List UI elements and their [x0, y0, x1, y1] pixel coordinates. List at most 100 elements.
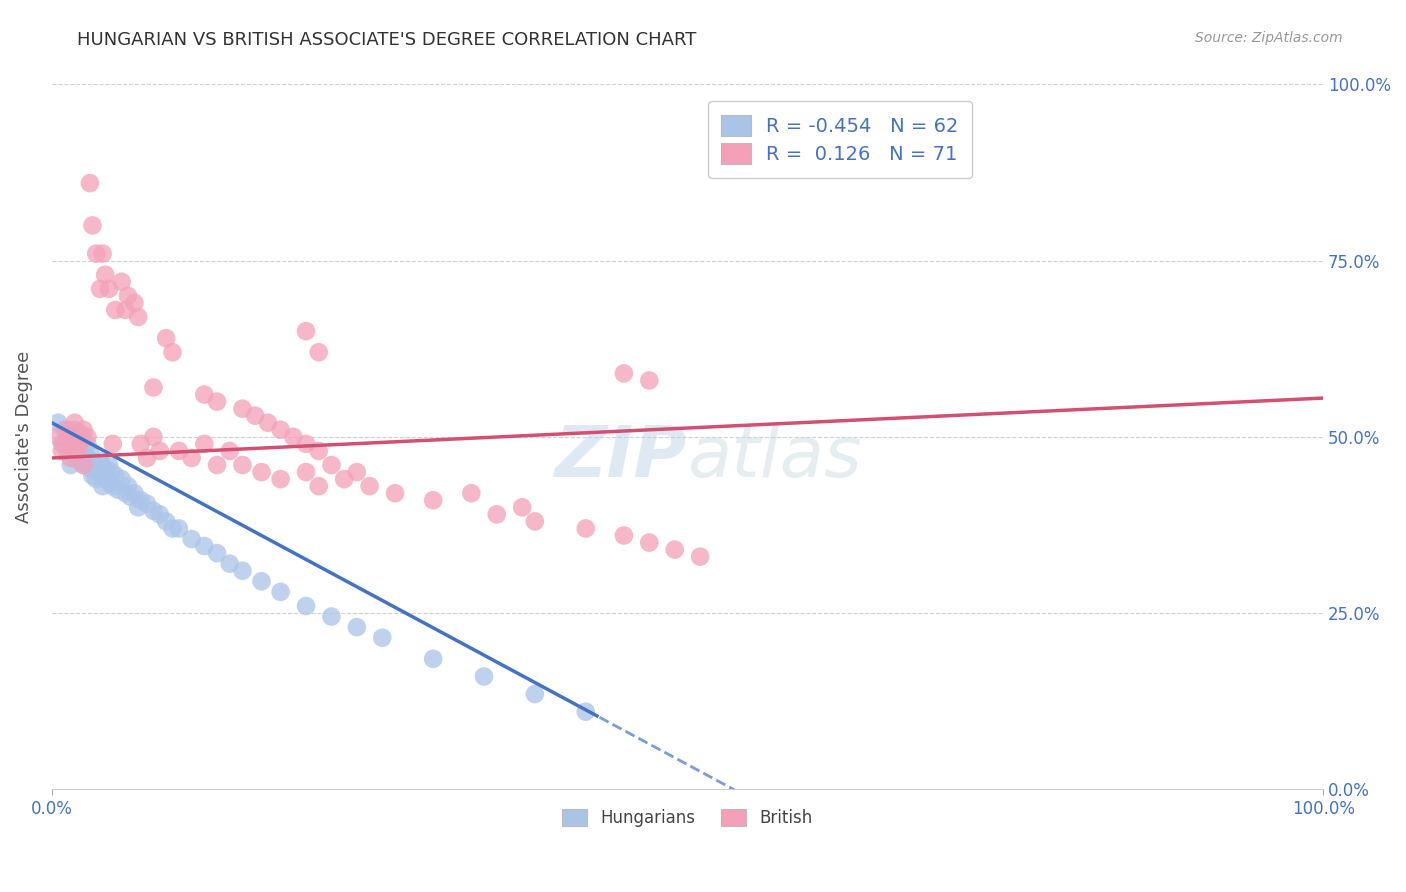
Point — [129, 493, 152, 508]
Point — [231, 458, 253, 472]
Point — [79, 176, 101, 190]
Text: ZIP: ZIP — [555, 424, 688, 492]
Point — [205, 458, 228, 472]
Point — [149, 508, 172, 522]
Point — [94, 268, 117, 282]
Point — [97, 475, 120, 490]
Point — [69, 454, 91, 468]
Point — [689, 549, 711, 564]
Point — [91, 465, 114, 479]
Point — [180, 450, 202, 465]
Point — [107, 483, 129, 497]
Point — [51, 444, 73, 458]
Point — [104, 302, 127, 317]
Point — [308, 444, 330, 458]
Point — [111, 472, 134, 486]
Point — [114, 302, 136, 317]
Point — [117, 289, 139, 303]
Point — [89, 454, 111, 468]
Point — [295, 324, 318, 338]
Point — [53, 423, 76, 437]
Point — [66, 437, 89, 451]
Point — [270, 585, 292, 599]
Point — [422, 493, 444, 508]
Point — [193, 437, 215, 451]
Point — [69, 437, 91, 451]
Point — [180, 532, 202, 546]
Point — [91, 479, 114, 493]
Point — [101, 437, 124, 451]
Point — [96, 472, 118, 486]
Point — [250, 574, 273, 589]
Point — [321, 609, 343, 624]
Point — [97, 282, 120, 296]
Point — [295, 599, 318, 613]
Point — [142, 430, 165, 444]
Point — [243, 409, 266, 423]
Point — [94, 461, 117, 475]
Point — [638, 374, 661, 388]
Point — [136, 450, 159, 465]
Point — [72, 444, 94, 458]
Point — [167, 444, 190, 458]
Point — [523, 687, 546, 701]
Point — [155, 515, 177, 529]
Point — [231, 401, 253, 416]
Point — [82, 468, 104, 483]
Point — [114, 486, 136, 500]
Text: atlas: atlas — [688, 424, 862, 492]
Point — [333, 472, 356, 486]
Point — [79, 444, 101, 458]
Point — [66, 444, 89, 458]
Point — [205, 394, 228, 409]
Point — [120, 490, 142, 504]
Point — [84, 458, 107, 472]
Point — [257, 416, 280, 430]
Point — [59, 430, 82, 444]
Point — [142, 380, 165, 394]
Point — [87, 465, 110, 479]
Point — [308, 479, 330, 493]
Point — [205, 546, 228, 560]
Point — [111, 275, 134, 289]
Point — [422, 652, 444, 666]
Point — [124, 296, 146, 310]
Point — [63, 423, 86, 437]
Point — [283, 430, 305, 444]
Point — [72, 423, 94, 437]
Point — [91, 246, 114, 260]
Point — [460, 486, 482, 500]
Point — [510, 500, 533, 515]
Point — [359, 479, 381, 493]
Point — [270, 423, 292, 437]
Point — [51, 437, 73, 451]
Point — [250, 465, 273, 479]
Point — [72, 430, 94, 444]
Point — [82, 219, 104, 233]
Point — [638, 535, 661, 549]
Point — [104, 468, 127, 483]
Point — [523, 515, 546, 529]
Point — [53, 437, 76, 451]
Point — [193, 539, 215, 553]
Point — [167, 521, 190, 535]
Y-axis label: Associate's Degree: Associate's Degree — [15, 351, 32, 523]
Point — [664, 542, 686, 557]
Text: Source: ZipAtlas.com: Source: ZipAtlas.com — [1195, 31, 1343, 45]
Point — [384, 486, 406, 500]
Point — [575, 705, 598, 719]
Legend: Hungarians, British: Hungarians, British — [555, 802, 820, 834]
Point — [270, 472, 292, 486]
Point — [218, 444, 240, 458]
Point — [76, 430, 98, 444]
Point — [56, 423, 79, 437]
Point — [69, 426, 91, 441]
Point — [295, 437, 318, 451]
Point — [308, 345, 330, 359]
Point — [100, 465, 122, 479]
Point — [193, 387, 215, 401]
Point — [84, 472, 107, 486]
Point — [575, 521, 598, 535]
Point — [101, 479, 124, 493]
Point — [89, 282, 111, 296]
